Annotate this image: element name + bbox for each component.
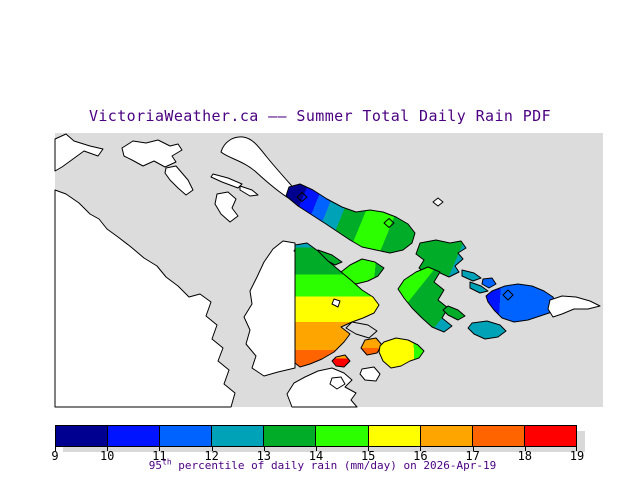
station-diamond-marker-green — [383, 218, 395, 228]
colorbar-tick-mark — [316, 446, 317, 451]
colorbar-tick-mark — [368, 446, 370, 451]
colorbar-tick-label: 10 — [99, 449, 115, 463]
islet-sliver-1 — [210, 173, 243, 189]
colorbar-cell — [524, 426, 576, 446]
island-long-nw-white-part — [220, 136, 297, 200]
colorbar-tickmarks — [55, 446, 577, 452]
island-teal-southeast — [467, 320, 507, 340]
islet-red-south — [331, 354, 351, 368]
station-diamond-marker-nw — [296, 192, 308, 202]
colorbar-tick-label: 15 — [360, 449, 376, 463]
colorbar-cell — [316, 426, 369, 446]
island-below-long-island — [214, 191, 239, 223]
bay-inlet-central-island — [345, 321, 378, 339]
colorbar-tick-mark — [420, 446, 422, 451]
colorbar-tick-label: 14 — [308, 449, 324, 463]
island-kuper-like — [164, 165, 194, 196]
colorbar-tick-label: 18 — [517, 449, 533, 463]
islet-sliver-2 — [239, 185, 259, 197]
colorbar-tick-mark — [472, 446, 474, 451]
vancouver-island-coast — [54, 189, 236, 408]
colorbar-cell — [56, 426, 109, 446]
colorbar-caption: 95th percentile of daily rain (mm/day) o… — [0, 457, 640, 472]
caption-rest: percentile of daily rain (mm/day) on 202… — [171, 459, 497, 472]
colorbar-cell — [108, 426, 161, 446]
colorbar-tick-mark — [576, 446, 577, 451]
island-yellow-south — [378, 337, 425, 369]
islet-white-south — [359, 366, 381, 382]
island-pender-like-green — [397, 266, 453, 333]
colorbar-cell — [472, 426, 525, 446]
colorbar-tick-mark — [55, 446, 56, 451]
colorbar-tick-mark — [107, 446, 109, 451]
colorbar-tick-label: 17 — [465, 449, 480, 463]
colorbar-cell — [420, 426, 473, 446]
island-blue-east — [485, 283, 557, 323]
islet-teal-sliver-c — [461, 269, 482, 282]
station-diamond-marker-blue — [502, 289, 514, 301]
colorbar-tick-label: 11 — [152, 449, 167, 463]
island-thetis-like — [121, 139, 183, 168]
white-tail-blue-island — [547, 295, 601, 318]
islet-white-tiny-ne — [432, 197, 444, 207]
colorbar-cell — [264, 426, 317, 446]
colorbar-tick-labels: 9 10 11 12 13 14 15 16 17 18 19 — [51, 449, 584, 463]
islet-white-small — [329, 376, 346, 390]
colorbar-tick-label: 12 — [204, 449, 219, 463]
islet-green-sliver-se — [442, 305, 466, 321]
headland-northwest — [54, 133, 104, 172]
colorbar-tick-mark — [211, 446, 213, 451]
colorbar-cell — [212, 426, 265, 446]
caption-superscript: th — [162, 457, 172, 467]
lake-hole-central-island — [331, 298, 341, 308]
colorbar-tick-label: 13 — [256, 449, 272, 463]
islet-blue-small — [481, 277, 497, 289]
colorbar-tick-label: 9 — [51, 449, 59, 463]
islet-teal-sliver-d — [469, 281, 489, 294]
island-long-nw-colored-part — [285, 183, 416, 254]
colorbar-tick-mark — [524, 446, 526, 451]
colorbar-cell — [160, 426, 213, 446]
page-title: VictoriaWeather.ca —— Summer Total Daily… — [88, 107, 552, 125]
colorbar — [55, 425, 577, 447]
central-island-no-data-half — [243, 240, 296, 377]
islet-orange-south — [360, 337, 383, 356]
colorbar-tick-mark — [159, 446, 161, 451]
colorbar-tick-label: 19 — [569, 449, 585, 463]
colorbar-tick-mark — [263, 446, 265, 451]
colorbar-cell — [368, 426, 421, 446]
caption-base: 95 — [148, 459, 163, 472]
colorbar-tick-label: 16 — [413, 449, 428, 463]
